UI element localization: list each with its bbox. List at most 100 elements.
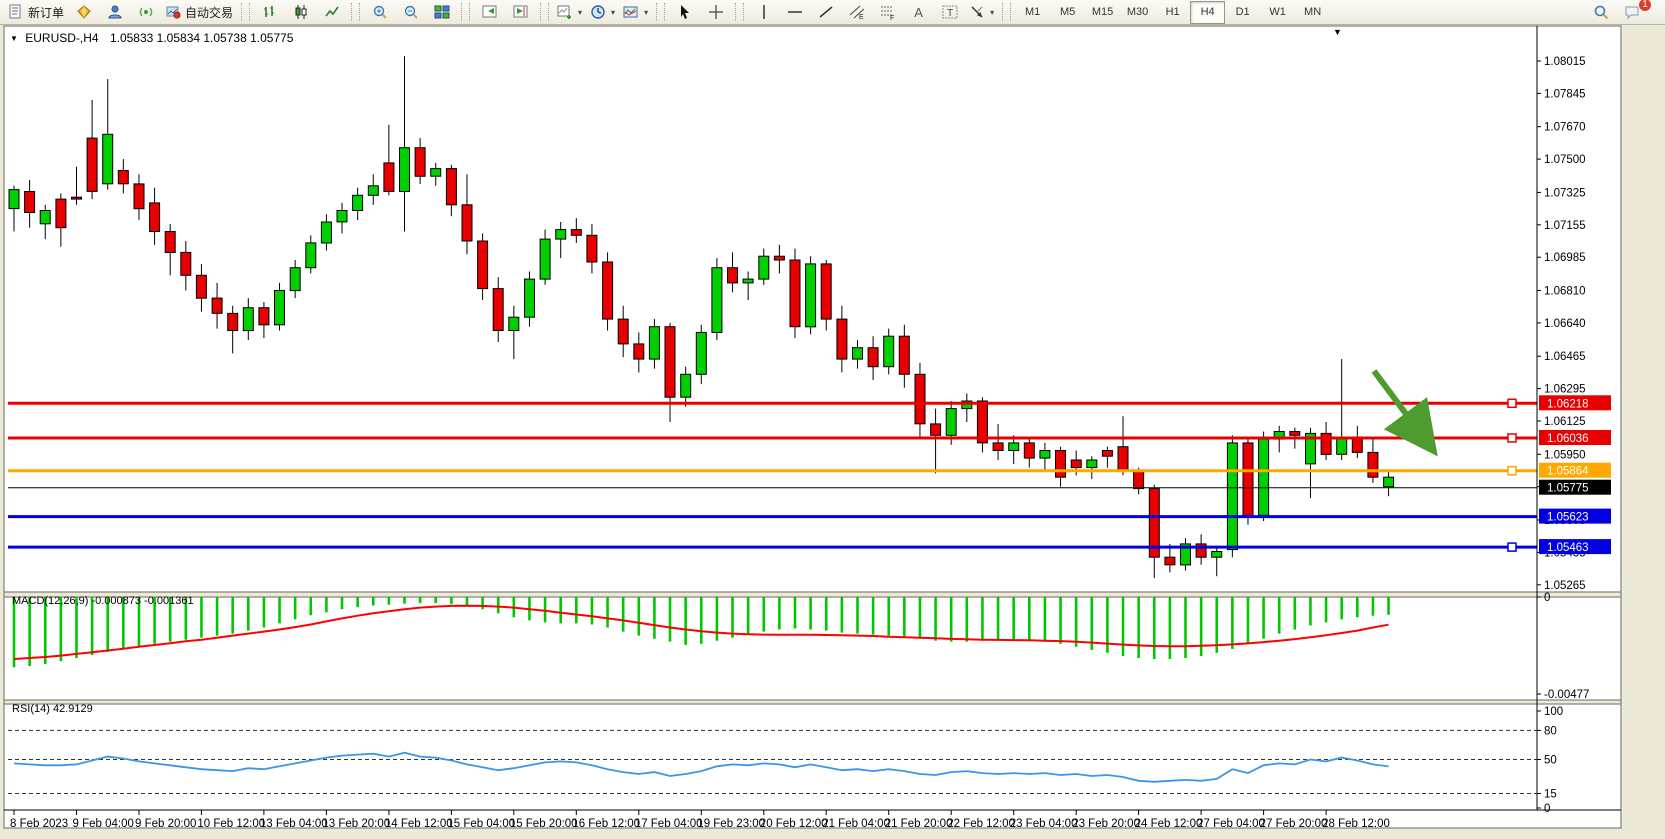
timeframe-buttons: M1 M5 M15 M30 H1 H4 D1 W1 MN (1015, 0, 1330, 24)
hline-handle-pivot-orange[interactable] (1507, 465, 1517, 476)
auto-trading-label: 自动交易 (185, 5, 234, 20)
new-order-button[interactable]: 新订单 (4, 1, 68, 24)
bar-chart-mode-button[interactable] (254, 1, 285, 24)
symbol-dropdown-icon[interactable]: ▼ (10, 34, 18, 43)
svg-text:8 Feb 2023: 8 Feb 2023 (10, 818, 68, 830)
timeframe-button-m30[interactable]: M30 (1126, 6, 1149, 18)
price-badge-support-upper: 1.05623 (1539, 508, 1611, 524)
timeframe-button-w1[interactable]: W1 (1269, 6, 1286, 18)
svg-text:E: E (859, 14, 864, 20)
chart-title: ▼ EURUSD-,H4 1.05833 1.05834 1.05738 1.0… (10, 31, 293, 45)
arrow-objects-icon (971, 6, 983, 18)
fibonacci-tool-button[interactable]: F (872, 1, 903, 24)
svg-text:23 Feb 20:00: 23 Feb 20:00 (1072, 818, 1140, 830)
text-label-icon: T (942, 5, 958, 19)
chart-shift-icon (513, 5, 528, 18)
navigator-button[interactable] (99, 1, 130, 24)
chart-menu-icon[interactable]: ▼ (1333, 27, 1342, 37)
ohlc-bars-icon (263, 6, 274, 17)
crosshair-icon (708, 5, 723, 19)
svg-text:28 Feb 12:00: 28 Feb 12:00 (1322, 818, 1390, 830)
equidistant-channel-icon: E (849, 5, 864, 20)
trendline-tool-button[interactable] (810, 1, 841, 24)
rsi-line (13, 751, 1389, 783)
line-chart-mode-button[interactable] (316, 1, 347, 24)
svg-text:1.05623: 1.05623 (1547, 512, 1589, 524)
svg-text:0: 0 (1544, 592, 1550, 604)
timeframe-button-mn[interactable]: MN (1304, 6, 1322, 18)
zoom-in-button[interactable] (364, 1, 395, 24)
auto-trading-button[interactable]: 自动交易 (161, 1, 237, 24)
macd-indicator-label: MACD(12,26,9) -0.000873 -0.001361 (12, 595, 194, 607)
svg-text:1.06465: 1.06465 (1544, 351, 1586, 363)
periods-button[interactable]: ▾ (586, 1, 619, 24)
svg-text:1.07845: 1.07845 (1544, 88, 1586, 100)
channel-tool-button[interactable]: E (841, 1, 872, 24)
timeframe-button-m5[interactable]: M5 (1059, 6, 1076, 18)
vertical-line-tool-button[interactable] (748, 1, 779, 24)
auto-scroll-button[interactable] (474, 1, 505, 24)
candlestick-mode-button[interactable] (285, 1, 316, 24)
price-badge-current-price: 1.05775 (1539, 479, 1611, 495)
arrows-tool-button[interactable]: ▾ (965, 1, 998, 24)
price-badge-pivot-orange: 1.05864 (1539, 462, 1611, 478)
signals-button[interactable] (130, 1, 161, 24)
toolbar-grip (735, 3, 745, 21)
tile-windows-button[interactable] (426, 1, 457, 24)
chart-shift-button[interactable] (505, 1, 536, 24)
pane-separator[interactable] (3, 699, 1622, 705)
text-tool-button[interactable]: A (914, 4, 923, 20)
hline-handle-resistance-lower[interactable] (1507, 433, 1517, 443)
svg-text:80: 80 (1544, 725, 1557, 737)
svg-text:10 Feb 12:00: 10 Feb 12:00 (197, 818, 265, 830)
svg-text:1.06125: 1.06125 (1544, 416, 1586, 428)
svg-text:24 Feb 12:00: 24 Feb 12:00 (1135, 818, 1203, 830)
timeframe-button-h1[interactable]: H1 (1165, 6, 1180, 18)
clock-icon (591, 5, 605, 19)
timeframe-button-h4[interactable]: H4 (1190, 0, 1226, 24)
fibonacci-icon: F (880, 6, 894, 20)
svg-text:15 Feb 20:00: 15 Feb 20:00 (510, 818, 578, 830)
hline-handle-support-lower[interactable] (1507, 542, 1517, 552)
new-chart-button[interactable]: ▾ (553, 1, 586, 24)
svg-text:1.06036: 1.06036 (1547, 433, 1589, 445)
hline-handle-resistance-upper[interactable] (1507, 398, 1517, 409)
svg-text:1.08015: 1.08015 (1544, 56, 1586, 68)
text-label-tool-button[interactable]: T (934, 1, 965, 24)
svg-text:1.06295: 1.06295 (1544, 384, 1586, 396)
toolbar-grip (1002, 3, 1012, 21)
dropdown-caret-icon: ▾ (644, 7, 649, 17)
zoom-out-button[interactable] (395, 1, 426, 24)
horizontal-line-tool-button[interactable] (779, 1, 810, 24)
line-chart-icon (324, 6, 339, 17)
crosshair-tool-button[interactable] (700, 1, 731, 24)
notifications-button[interactable]: 1 (1616, 0, 1652, 24)
zoom-in-icon (373, 5, 387, 19)
svg-text:20 Feb 12:00: 20 Feb 12:00 (760, 818, 828, 830)
search-button[interactable] (1585, 1, 1616, 24)
timeframe-button-m15[interactable]: M15 (1091, 6, 1114, 18)
svg-text:1.07155: 1.07155 (1544, 220, 1586, 232)
svg-text:23 Feb 04:00: 23 Feb 04:00 (1010, 818, 1078, 830)
svg-text:1.07325: 1.07325 (1544, 187, 1586, 199)
svg-text:13 Feb 04:00: 13 Feb 04:00 (260, 818, 328, 830)
toolbar-grip (241, 3, 251, 21)
vertical-line-icon (762, 5, 765, 19)
timeframe-button-m1[interactable]: M1 (1024, 6, 1041, 18)
svg-text:17 Feb 04:00: 17 Feb 04:00 (635, 818, 703, 830)
market-watch-button[interactable] (68, 1, 99, 24)
svg-text:1.07670: 1.07670 (1544, 122, 1586, 134)
templates-button[interactable]: ▾ (619, 1, 652, 24)
svg-text:21 Feb 20:00: 21 Feb 20:00 (885, 818, 953, 830)
pane-separator[interactable] (3, 591, 1622, 598)
cursor-tool-button[interactable] (669, 1, 700, 24)
signal-icon (139, 7, 152, 17)
price-badge-resistance-lower: 1.06036 (1539, 430, 1611, 445)
person-icon (108, 5, 122, 19)
timeframe-button-d1[interactable]: D1 (1235, 6, 1250, 18)
svg-text:0: 0 (1544, 803, 1550, 815)
svg-text:1.05950: 1.05950 (1544, 449, 1586, 461)
trend-arrow-annotation[interactable] (1371, 369, 1438, 457)
